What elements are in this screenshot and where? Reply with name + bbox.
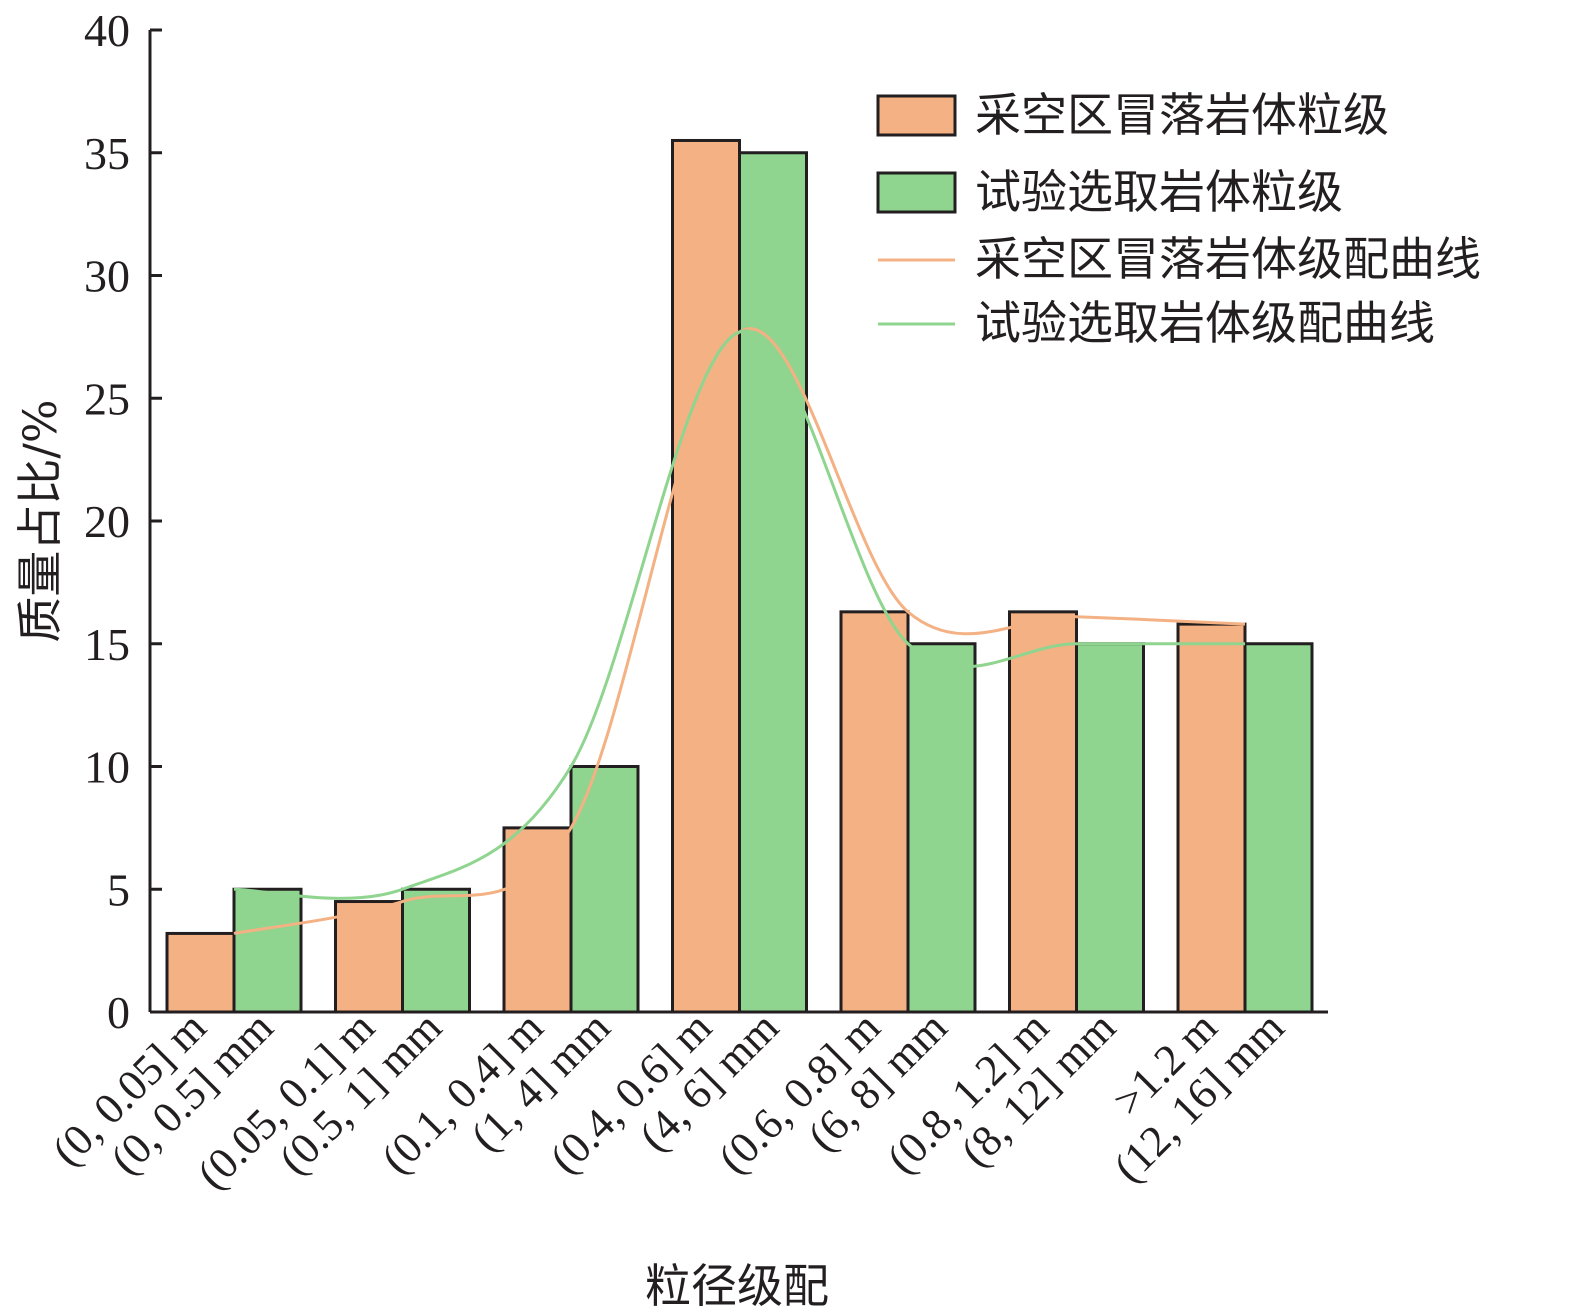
bars-layer xyxy=(165,138,1314,1014)
y-tick-label: 10 xyxy=(84,742,130,793)
curves-layer xyxy=(233,327,1246,935)
y-tick-label: 25 xyxy=(84,373,130,424)
bar-s1-g7 xyxy=(1176,622,1247,1014)
x-axis-label: 粒径级配 xyxy=(645,1259,829,1313)
bar-s1-g2 xyxy=(334,900,404,1014)
y-tick-label: 40 xyxy=(84,5,130,56)
curve-2 xyxy=(233,329,1245,900)
legend-label-2: 试验选取岩体粒级 xyxy=(975,165,1343,219)
bar-s1-g5 xyxy=(839,610,910,1014)
y-tick-label: 35 xyxy=(84,128,130,179)
legend-label-4: 试验选取岩体级配曲线 xyxy=(975,296,1435,350)
bar-s2-g2 xyxy=(401,887,471,1014)
legend: 采空区冒落岩体粒级 试验选取岩体粒级 采空区冒落岩体级配曲线 试验选取岩体级配曲… xyxy=(876,88,1481,350)
bar-s2-g7 xyxy=(1243,642,1314,1014)
y-axis-label: 质量占比/% xyxy=(13,399,67,642)
bar-s2-g5 xyxy=(906,642,977,1014)
y-tick-label: 20 xyxy=(84,496,130,547)
y-ticks: 0 5 10 15 20 25 30 35 40 xyxy=(84,5,162,1038)
legend-swatch-bar-1 xyxy=(876,94,957,137)
bar-s2-g6 xyxy=(1075,642,1145,1014)
y-tick-label: 5 xyxy=(107,864,130,915)
x-ticks: (0, 0.05] m(0, 0.5] mm(0.05, 0.1] m(0.5,… xyxy=(43,1002,1294,1198)
bar-s1-g1 xyxy=(165,931,236,1014)
bar-s1-g4 xyxy=(671,138,741,1014)
legend-label-1: 采空区冒落岩体粒级 xyxy=(975,88,1389,142)
y-tick-label: 0 xyxy=(107,987,130,1038)
legend-swatch-bar-2 xyxy=(876,171,957,214)
bar-s1-g3 xyxy=(502,826,573,1014)
bar-s2-g3 xyxy=(569,765,640,1014)
bar-s2-g4 xyxy=(738,151,808,1014)
curve-1 xyxy=(233,327,1246,935)
bar-s1-g6 xyxy=(1008,610,1078,1014)
y-tick-label: 30 xyxy=(84,251,130,302)
y-tick-label: 15 xyxy=(84,619,130,670)
legend-label-3: 采空区冒落岩体级配曲线 xyxy=(975,232,1481,286)
bar-s2-g1 xyxy=(232,887,303,1014)
